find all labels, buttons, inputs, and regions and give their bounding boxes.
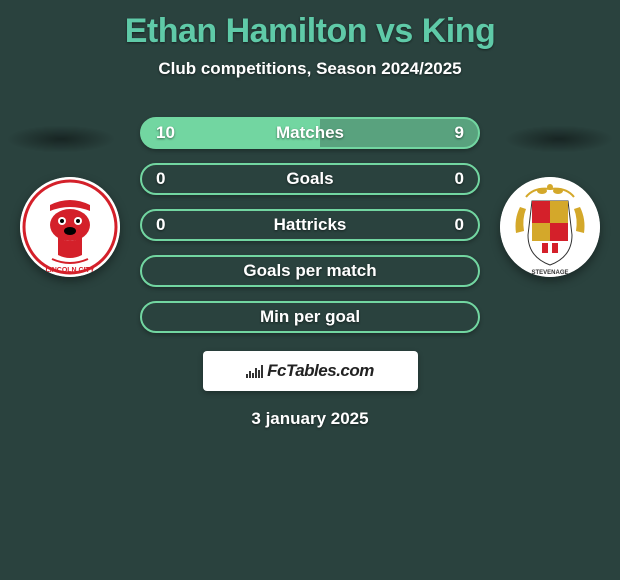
- stat-bar: 0 Goals 0: [140, 163, 480, 195]
- stat-bar: 10 Matches 9: [140, 117, 480, 149]
- stat-bar: Goals per match: [140, 255, 480, 287]
- stat-label: Matches: [276, 123, 344, 143]
- stat-value-left: 0: [156, 215, 165, 235]
- content-area: LINCOLN CITY STEVENAGE 10Matches90Goals0…: [0, 117, 620, 429]
- shadow-left: [6, 125, 116, 153]
- stat-value-right: 9: [455, 123, 464, 143]
- page-title: Ethan Hamilton vs King: [0, 12, 620, 51]
- stat-value-right: 0: [455, 215, 464, 235]
- svg-text:LINCOLN CITY: LINCOLN CITY: [46, 267, 95, 274]
- stat-value-left: 10: [156, 123, 175, 143]
- stat-label: Goals per match: [243, 261, 376, 281]
- stat-bar: Min per goal: [140, 301, 480, 333]
- stevenage-crest: STEVENAGE: [500, 177, 600, 277]
- stat-label: Goals: [286, 169, 333, 189]
- stat-value-right: 0: [455, 169, 464, 189]
- date-label: 3 january 2025: [0, 409, 620, 429]
- chart-icon: [246, 364, 263, 378]
- lincoln-city-crest: LINCOLN CITY: [20, 177, 120, 277]
- svg-text:STEVENAGE: STEVENAGE: [531, 270, 568, 276]
- subtitle: Club competitions, Season 2024/2025: [0, 59, 620, 79]
- shadow-right: [504, 125, 614, 153]
- stat-label: Hattricks: [274, 215, 347, 235]
- stat-bar: 0 Hattricks 0: [140, 209, 480, 241]
- header: Ethan Hamilton vs King Club competitions…: [0, 0, 620, 79]
- stat-label: Min per goal: [260, 307, 360, 327]
- stat-value-left: 0: [156, 169, 165, 189]
- stat-bars: 10 Matches 9 0 Goals 0 0 Hattricks 0 Goals per ma…: [140, 117, 480, 333]
- fctables-badge[interactable]: FcTables.com: [203, 351, 418, 391]
- badge-text: FcTables.com: [267, 361, 374, 381]
